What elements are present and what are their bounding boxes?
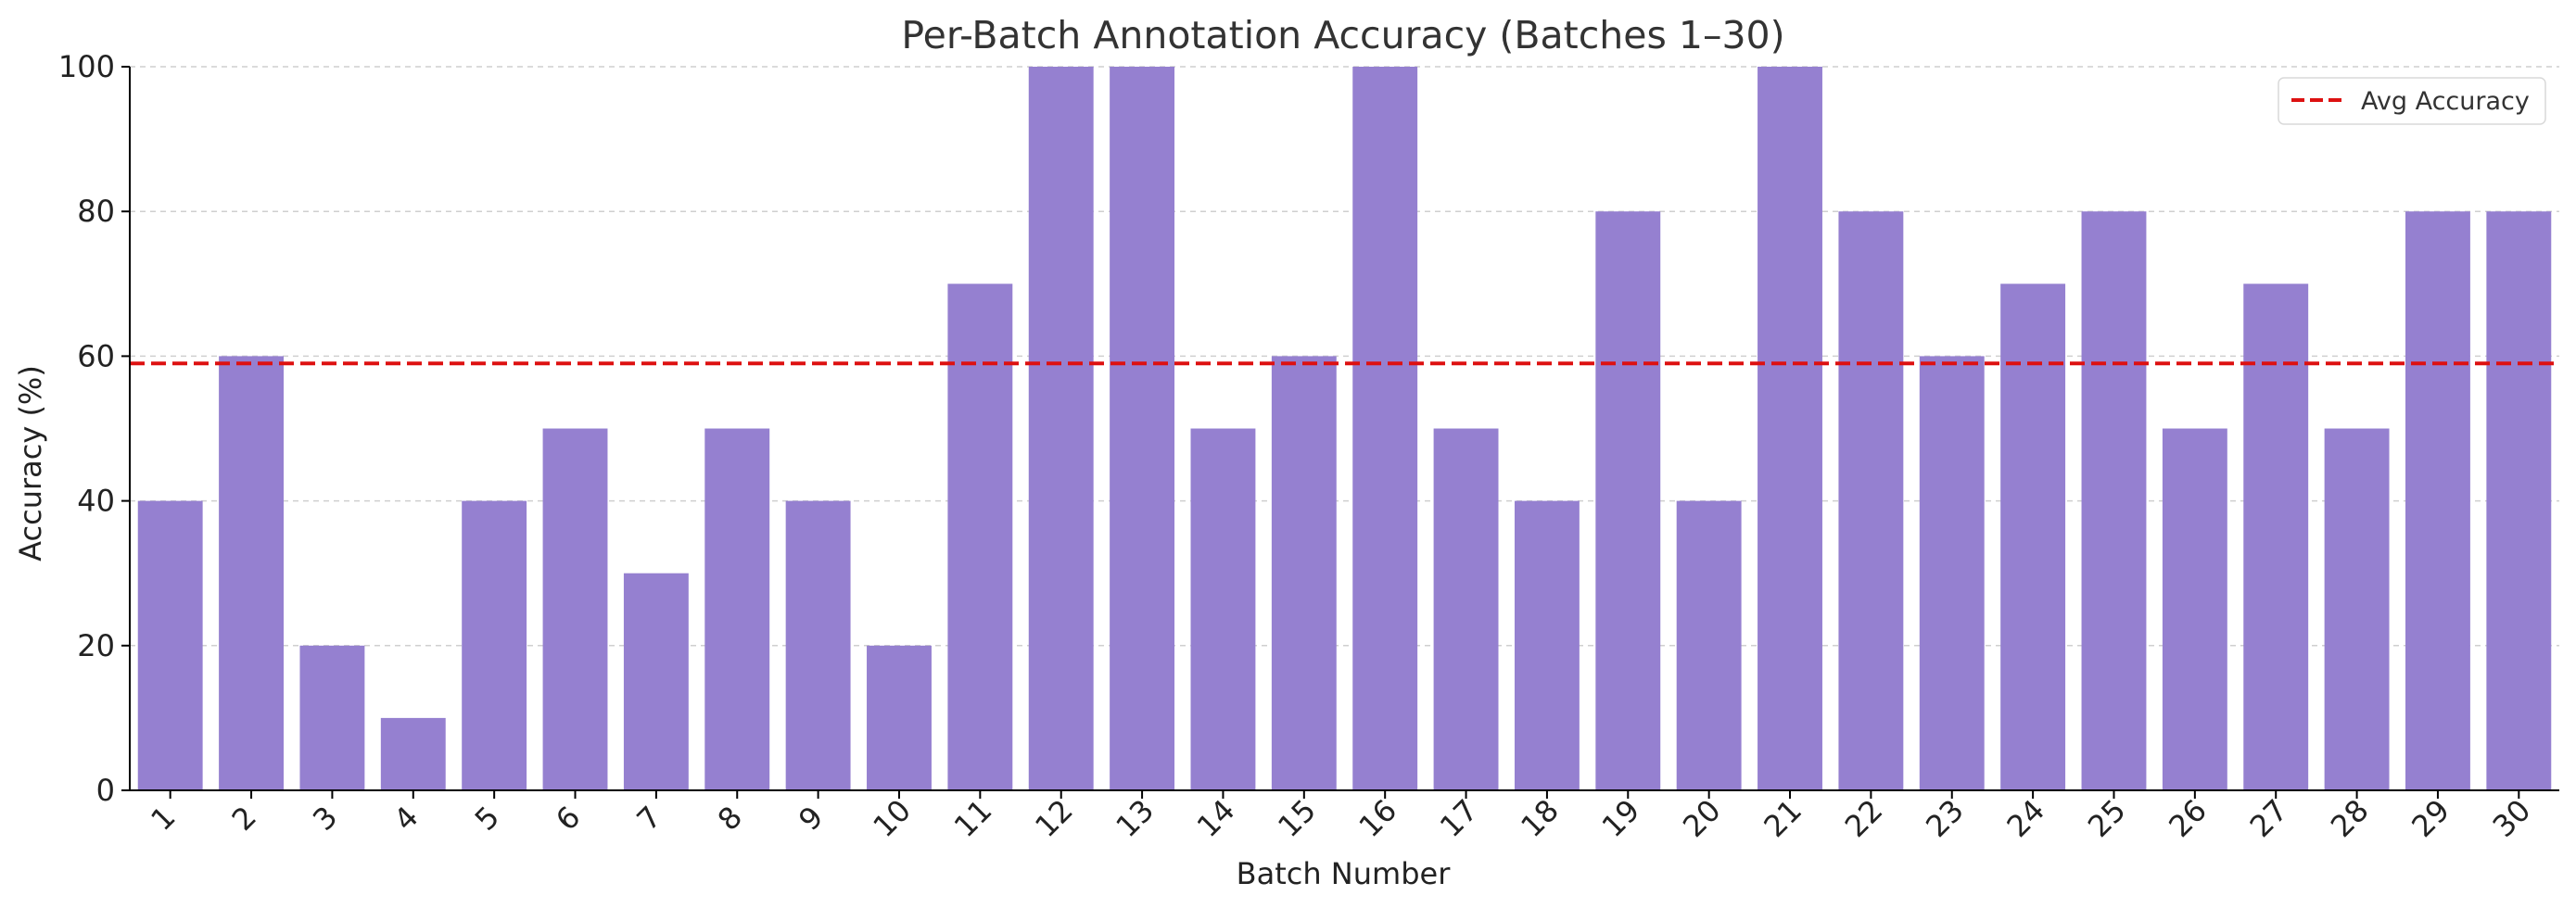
bar-batch-17 bbox=[1433, 428, 1499, 790]
x-tick-label: 28 bbox=[2324, 792, 2376, 844]
bar-batch-11 bbox=[947, 284, 1013, 790]
bar-batch-28 bbox=[2324, 428, 2390, 790]
bar-batch-19 bbox=[1595, 211, 1661, 790]
bar-batch-21 bbox=[1758, 67, 1822, 790]
bar-batch-29 bbox=[2405, 211, 2470, 790]
bar-batch-23 bbox=[1919, 356, 1985, 790]
x-tick-label: 4 bbox=[387, 800, 425, 838]
bar-batch-12 bbox=[1028, 67, 1094, 790]
bar-batch-22 bbox=[1838, 211, 1904, 790]
x-tick-label: 26 bbox=[2162, 792, 2214, 844]
x-tick-label: 14 bbox=[1190, 792, 1242, 844]
y-tick-label: 40 bbox=[77, 484, 115, 519]
bar-batch-20 bbox=[1676, 500, 1742, 790]
legend-avg-label: Avg Accuracy bbox=[2361, 87, 2530, 116]
x-tick-label: 2 bbox=[225, 800, 263, 838]
bar-batch-26 bbox=[2162, 428, 2227, 790]
x-tick-label: 1 bbox=[144, 800, 182, 838]
x-tick-label: 27 bbox=[2243, 792, 2295, 844]
y-tick-label: 100 bbox=[58, 49, 115, 84]
x-tick-label: 15 bbox=[1271, 792, 1323, 844]
bar-batch-24 bbox=[2000, 284, 2066, 790]
y-tick-label: 60 bbox=[77, 338, 115, 373]
y-tick-label: 80 bbox=[77, 194, 115, 229]
y-axis-ticks: 0 20 40 60 80 100 bbox=[58, 49, 130, 808]
bar-batch-27 bbox=[2243, 284, 2309, 790]
bars bbox=[137, 67, 2552, 790]
bar-batch-6 bbox=[542, 428, 608, 790]
bar-batch-9 bbox=[785, 500, 851, 790]
legend-box bbox=[2278, 77, 2546, 125]
x-tick-label: 5 bbox=[468, 800, 506, 838]
x-tick-label: 30 bbox=[2486, 792, 2538, 844]
x-tick-label: 20 bbox=[1676, 792, 1728, 844]
x-tick-label: 18 bbox=[1514, 792, 1566, 844]
x-tick-label: 12 bbox=[1028, 792, 1080, 844]
bar-batch-10 bbox=[867, 645, 932, 790]
x-tick-label: 7 bbox=[629, 800, 667, 838]
bar-batch-15 bbox=[1271, 356, 1337, 790]
bar-batch-25 bbox=[2081, 211, 2147, 790]
bar-batch-1 bbox=[137, 500, 203, 790]
x-tick-label: 9 bbox=[792, 800, 830, 838]
bar-batch-7 bbox=[623, 573, 689, 790]
bar-batch-5 bbox=[462, 500, 527, 790]
x-tick-label: 24 bbox=[2000, 792, 2052, 844]
x-tick-label: 25 bbox=[2081, 792, 2133, 844]
x-tick-label: 3 bbox=[306, 800, 344, 838]
axes bbox=[129, 67, 2559, 791]
legend: Avg Accuracy bbox=[2278, 77, 2546, 125]
x-tick-label: 19 bbox=[1595, 792, 1647, 844]
bar-batch-14 bbox=[1190, 428, 1256, 790]
x-tick-label: 10 bbox=[866, 792, 918, 844]
bar-batch-18 bbox=[1514, 500, 1580, 790]
bar-batch-8 bbox=[704, 428, 770, 790]
x-tick-label: 17 bbox=[1433, 792, 1485, 844]
grid-lines bbox=[130, 66, 2559, 647]
y-tick-label: 0 bbox=[96, 773, 115, 808]
x-tick-label: 21 bbox=[1757, 792, 1808, 844]
bar-batch-16 bbox=[1352, 67, 1418, 790]
x-axis-ticks: 1 2 3 4 5 6 7 8 9 10 11 12 13 14 15 16 17 18 19 20 21 22 23 24 2… bbox=[144, 790, 2537, 844]
bar-batch-3 bbox=[299, 645, 365, 790]
bar-batch-13 bbox=[1110, 67, 1175, 790]
x-tick-label: 29 bbox=[2405, 792, 2456, 844]
x-tick-label: 22 bbox=[1838, 792, 1890, 844]
x-axis-label: Batch Number bbox=[1237, 856, 1452, 891]
bar-batch-2 bbox=[219, 356, 284, 790]
x-tick-label: 11 bbox=[947, 792, 999, 844]
x-tick-label: 13 bbox=[1109, 792, 1161, 844]
x-tick-label: 6 bbox=[549, 800, 587, 838]
y-axis-label: Accuracy (%) bbox=[13, 365, 48, 561]
x-tick-label: 16 bbox=[1352, 792, 1404, 844]
chart-title: Per-Batch Annotation Accuracy (Batches 1… bbox=[901, 13, 1784, 57]
x-tick-label: 23 bbox=[1919, 792, 1971, 844]
y-tick-label: 20 bbox=[77, 628, 115, 663]
bar-batch-4 bbox=[380, 717, 446, 790]
x-tick-label: 8 bbox=[711, 800, 749, 838]
bar-batch-30 bbox=[2486, 211, 2552, 790]
